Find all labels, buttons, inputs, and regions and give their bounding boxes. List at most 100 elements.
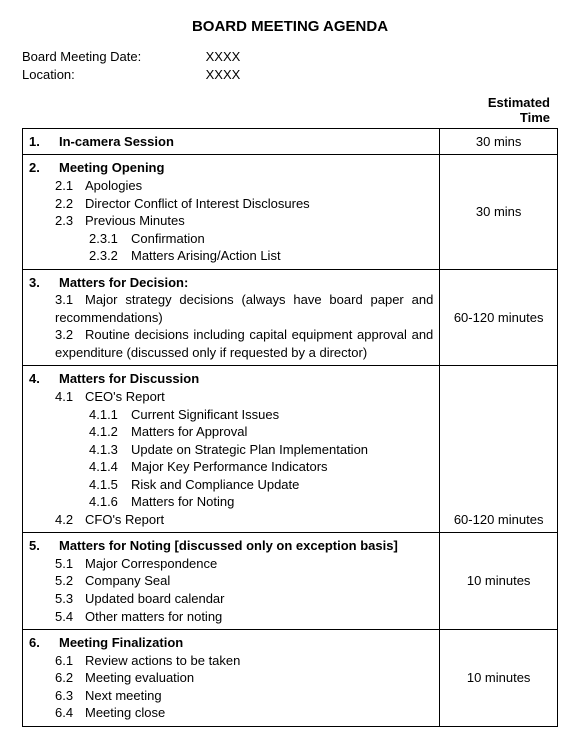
agenda-item: 4.1.5Risk and Compliance Update xyxy=(29,476,433,494)
section-number: 6. xyxy=(29,634,59,652)
meta-date-row: Board Meeting Date: XXXX xyxy=(22,49,558,64)
section-heading-text: Meeting Opening xyxy=(59,160,164,175)
agenda-item: 6.3Next meeting xyxy=(29,687,433,705)
section-heading: 5.Matters for Noting [discussed only on … xyxy=(29,537,433,555)
meta-location-label: Location: xyxy=(22,67,202,82)
agenda-item-text: CEO's Report xyxy=(85,389,165,404)
agenda-content-cell: 3.Matters for Decision:3.1Major strategy… xyxy=(23,269,440,366)
agenda-item-number: 4.2 xyxy=(55,511,85,529)
section-heading: 3.Matters for Decision: xyxy=(29,274,433,292)
page-title: BOARD MEETING AGENDA xyxy=(22,18,558,35)
agenda-body: 1.In-camera Session 30 mins 2.Meeting Open… xyxy=(23,128,558,726)
time-header: Estimated Time xyxy=(22,96,558,126)
agenda-item-text: Other matters for noting xyxy=(85,609,222,624)
agenda-item-number: 2.3.2 xyxy=(89,247,131,265)
agenda-item-text: Confirmation xyxy=(131,231,205,246)
agenda-item: 5.1Major Correspondence xyxy=(29,555,433,573)
section-number: 2. xyxy=(29,159,59,177)
agenda-item-number: 6.2 xyxy=(55,669,85,687)
agenda-item-text: Matters for Approval xyxy=(131,424,247,439)
agenda-item-text: Next meeting xyxy=(85,688,162,703)
agenda-item-text: Company Seal xyxy=(85,573,170,588)
section-heading-text: Matters for Discussion xyxy=(59,371,199,386)
section-heading: 2.Meeting Opening xyxy=(29,159,433,177)
agenda-table: 1.In-camera Session 30 mins 2.Meeting Open… xyxy=(22,128,558,727)
agenda-item: 6.1Review actions to be taken xyxy=(29,652,433,670)
agenda-time-cell: 10 minutes xyxy=(440,630,558,727)
agenda-item-number: 4.1.1 xyxy=(89,406,131,424)
agenda-item: 2.3.1Confirmation xyxy=(29,230,433,248)
agenda-item-text: Previous Minutes xyxy=(85,213,185,228)
agenda-item: 5.4Other matters for noting xyxy=(29,608,433,626)
agenda-item-number: 5.1 xyxy=(55,555,85,573)
agenda-item-number: 4.1.5 xyxy=(89,476,131,494)
agenda-item-number: 2.3 xyxy=(55,212,85,230)
agenda-item-text: Updated board calendar xyxy=(85,591,225,606)
section-heading: 6.Meeting Finalization xyxy=(29,634,433,652)
section-number: 3. xyxy=(29,274,59,292)
agenda-item-text: Current Significant Issues xyxy=(131,407,279,422)
agenda-item-number: 6.1 xyxy=(55,652,85,670)
meta-date-value: XXXX xyxy=(206,49,241,64)
agenda-item-text: Meeting evaluation xyxy=(85,670,194,685)
agenda-item: 6.4Meeting close xyxy=(29,704,433,722)
agenda-item-text: Meeting close xyxy=(85,705,165,720)
section-heading-text: Matters for Decision: xyxy=(59,275,188,290)
agenda-item-number: 4.1.3 xyxy=(89,441,131,459)
agenda-content-cell: 5.Matters for Noting [discussed only on … xyxy=(23,533,440,630)
agenda-item-text: Major Key Performance Indicators xyxy=(131,459,328,474)
agenda-item-text: Major strategy decisions (always have bo… xyxy=(55,292,433,325)
agenda-item-number: 4.1.2 xyxy=(89,423,131,441)
agenda-item-number: 4.1.6 xyxy=(89,493,131,511)
agenda-time-cell: 60-120 minutes xyxy=(440,366,558,533)
section-number: 1. xyxy=(29,133,59,151)
agenda-time-cell: 10 minutes xyxy=(440,533,558,630)
agenda-item: 2.1Apologies xyxy=(29,177,433,195)
agenda-item-number: 4.1.4 xyxy=(89,458,131,476)
agenda-row: 6.Meeting Finalization6.1Review actions … xyxy=(23,630,558,727)
section-heading: 1.In-camera Session xyxy=(29,133,433,151)
agenda-item-number: 6.4 xyxy=(55,704,85,722)
meta-location-value: XXXX xyxy=(206,67,241,82)
agenda-item: 3.1Major strategy decisions (always have… xyxy=(29,291,433,326)
agenda-item: 3.2Routine decisions including capital e… xyxy=(29,326,433,361)
agenda-item-number: 3.1 xyxy=(55,291,85,309)
agenda-item-text: Review actions to be taken xyxy=(85,653,240,668)
agenda-row: 1.In-camera Session 30 mins xyxy=(23,128,558,155)
agenda-item: 4.1.6Matters for Noting xyxy=(29,493,433,511)
agenda-content-cell: 2.Meeting Opening2.1Apologies2.2Director… xyxy=(23,155,440,269)
agenda-time-cell: 60-120 minutes xyxy=(440,269,558,366)
section-number: 4. xyxy=(29,370,59,388)
agenda-item: 4.2CFO's Report xyxy=(29,511,433,529)
agenda-row: 3.Matters for Decision:3.1Major strategy… xyxy=(23,269,558,366)
agenda-item-number: 5.3 xyxy=(55,590,85,608)
agenda-item-text: Risk and Compliance Update xyxy=(131,477,299,492)
time-header-line1: Estimated xyxy=(488,95,550,110)
section-number: 5. xyxy=(29,537,59,555)
agenda-item-text: Matters Arising/Action List xyxy=(131,248,281,263)
agenda-item-number: 4.1 xyxy=(55,388,85,406)
section-heading-text: Matters for Noting [discussed only on ex… xyxy=(59,538,398,553)
agenda-row: 5.Matters for Noting [discussed only on … xyxy=(23,533,558,630)
agenda-row: 4.Matters for Discussion4.1CEO's Report4… xyxy=(23,366,558,533)
agenda-content-cell: 4.Matters for Discussion4.1CEO's Report4… xyxy=(23,366,440,533)
agenda-item: 2.3Previous Minutes xyxy=(29,212,433,230)
agenda-item-number: 5.2 xyxy=(55,572,85,590)
agenda-content-cell: 6.Meeting Finalization6.1Review actions … xyxy=(23,630,440,727)
agenda-item-number: 6.3 xyxy=(55,687,85,705)
agenda-item-number: 2.3.1 xyxy=(89,230,131,248)
agenda-item-number: 2.2 xyxy=(55,195,85,213)
agenda-time-cell: 30 mins xyxy=(440,128,558,155)
agenda-item: 4.1.4Major Key Performance Indicators xyxy=(29,458,433,476)
section-heading-text: Meeting Finalization xyxy=(59,635,183,650)
agenda-item-text: Update on Strategic Plan Implementation xyxy=(131,442,368,457)
agenda-item-number: 2.1 xyxy=(55,177,85,195)
agenda-item: 6.2Meeting evaluation xyxy=(29,669,433,687)
agenda-item: 2.3.2Matters Arising/Action List xyxy=(29,247,433,265)
agenda-content-cell: 1.In-camera Session xyxy=(23,128,440,155)
agenda-item: 4.1CEO's Report xyxy=(29,388,433,406)
meta-date-label: Board Meeting Date: xyxy=(22,49,202,64)
agenda-item: 2.2Director Conflict of Interest Disclos… xyxy=(29,195,433,213)
section-heading-text: In-camera Session xyxy=(59,134,174,149)
agenda-item-text: Major Correspondence xyxy=(85,556,217,571)
